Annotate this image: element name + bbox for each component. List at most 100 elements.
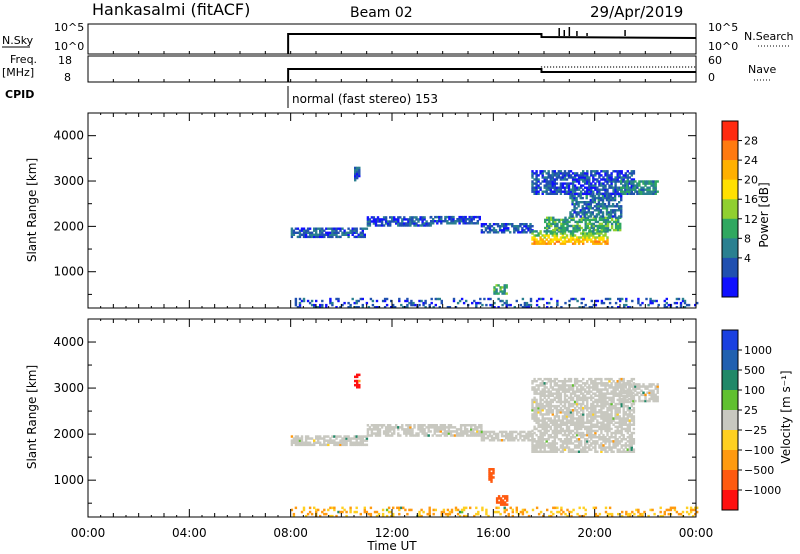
heatmap-cell	[616, 176, 619, 179]
heatmap-cell	[628, 180, 631, 183]
heatmap-cell	[584, 238, 587, 241]
heatmap-cell	[582, 411, 585, 414]
heatmap-cell	[369, 297, 373, 301]
heatmap-cell	[304, 514, 308, 518]
heatmap-cell	[618, 205, 621, 208]
heatmap-cell	[585, 194, 588, 198]
heatmap-cell	[333, 227, 336, 230]
heatmap-cell	[573, 421, 577, 424]
heatmap-cell	[519, 432, 522, 436]
heatmap-cell	[545, 386, 548, 389]
heatmap-cell	[606, 406, 609, 410]
heatmap-cell	[604, 400, 607, 404]
heatmap-cell	[535, 303, 539, 307]
heatmap-cell	[616, 180, 619, 183]
heatmap-cell	[575, 411, 579, 414]
heatmap-cell	[604, 436, 607, 439]
heatmap-cell	[541, 406, 544, 410]
heatmap-cell	[561, 184, 565, 187]
heatmap-cell	[584, 222, 587, 226]
heatmap-cell	[630, 192, 633, 195]
heatmap-cell	[415, 432, 418, 435]
heatmap-cell	[363, 227, 366, 230]
heatmap-cell	[500, 430, 504, 434]
heatmap-cell	[358, 386, 361, 389]
heatmap-cell	[552, 216, 555, 219]
heatmap-cell	[600, 411, 603, 414]
heatmap-cell	[475, 512, 478, 516]
heatmap-cell	[588, 431, 591, 435]
heatmap-cell	[610, 226, 614, 230]
heatmap-cell	[594, 218, 598, 222]
heatmap-cell	[535, 380, 538, 383]
heatmap-cell	[535, 400, 538, 404]
heatmap-cell	[547, 411, 550, 414]
heatmap-cell	[569, 386, 573, 389]
heatmap-cell	[423, 216, 426, 219]
heatmap-cell	[601, 194, 605, 198]
heatmap-cell	[552, 506, 555, 510]
heatmap-cell	[545, 413, 548, 416]
ytick-label: 1000	[53, 265, 84, 279]
heatmap-cell	[537, 174, 540, 177]
heatmap-cell	[636, 385, 639, 388]
heatmap-cell	[594, 380, 597, 383]
heatmap-cell	[565, 411, 569, 414]
heatmap-cell	[356, 172, 359, 176]
heatmap-cell	[542, 297, 545, 301]
heatmap-cell	[602, 230, 605, 233]
heatmap-cell	[577, 192, 581, 195]
heatmap-cell	[422, 301, 425, 305]
heatmap-cell	[450, 222, 453, 225]
heatmap-cell	[409, 434, 412, 437]
heatmap-cell	[519, 430, 522, 434]
heatmap-cell	[567, 440, 571, 443]
heatmap-cell	[604, 429, 607, 433]
heatmap-cell	[486, 225, 490, 228]
heatmap-cell	[634, 385, 637, 388]
heatmap-cell	[600, 431, 603, 435]
heatmap-cell	[604, 386, 607, 389]
heatmap-cell	[620, 450, 623, 453]
heatmap-cell	[413, 224, 416, 227]
heatmap-cell	[650, 383, 653, 386]
heatmap-cell	[547, 174, 550, 177]
heatmap-cell	[598, 242, 601, 245]
heatmap-cell	[592, 234, 595, 237]
heatmap-cell	[478, 215, 481, 219]
heatmap-cell	[557, 240, 561, 243]
heatmap-cell	[604, 425, 607, 429]
heatmap-cell	[545, 382, 548, 385]
heatmap-cell	[618, 172, 621, 175]
heatmap-cell	[594, 232, 597, 235]
heatmap-cell	[608, 386, 611, 389]
heatmap-cell	[573, 444, 577, 447]
heatmap-cell	[671, 506, 675, 510]
heatmap-cell	[496, 436, 500, 440]
heatmap-cell	[519, 225, 522, 228]
heatmap-cell	[575, 431, 579, 435]
heatmap-cell	[559, 230, 563, 233]
heatmap-cell	[571, 415, 575, 418]
heatmap-cell	[557, 396, 561, 400]
heatmap-cell	[537, 417, 540, 420]
heatmap-cell	[533, 398, 536, 402]
heatmap-cell	[594, 514, 598, 518]
heatmap-cell	[419, 426, 422, 429]
heatmap-cell	[574, 297, 577, 301]
heatmap-cell	[602, 224, 606, 228]
heatmap-cell	[415, 216, 418, 219]
heatmap-cell	[549, 390, 552, 393]
heatmap-cell	[553, 232, 556, 235]
heatmap-cell	[537, 423, 540, 426]
heatmap-cell	[627, 306, 630, 309]
heatmap-cell	[470, 432, 473, 435]
heatmap-cell	[535, 192, 538, 195]
heatmap-cell	[503, 290, 506, 293]
heatmap-cell	[579, 196, 582, 200]
heatmap-cell	[580, 417, 583, 420]
heatmap-cell	[565, 186, 569, 189]
heatmap-cell	[433, 426, 436, 429]
heatmap-cell	[546, 228, 549, 232]
heatmap-cell	[361, 439, 364, 442]
